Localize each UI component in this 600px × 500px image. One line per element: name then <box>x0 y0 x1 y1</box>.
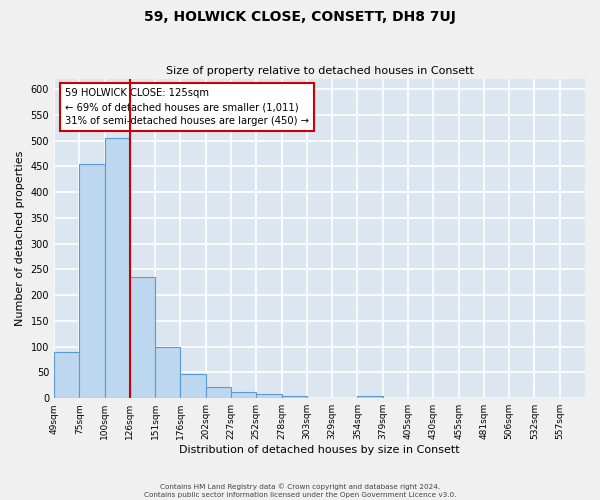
Bar <box>79 164 104 398</box>
Bar <box>358 396 383 398</box>
Title: Size of property relative to detached houses in Consett: Size of property relative to detached ho… <box>166 66 473 76</box>
Bar <box>206 387 231 398</box>
Bar <box>130 277 155 398</box>
Bar <box>104 138 130 398</box>
Bar <box>256 394 281 398</box>
Text: 59, HOLWICK CLOSE, CONSETT, DH8 7UJ: 59, HOLWICK CLOSE, CONSETT, DH8 7UJ <box>144 10 456 24</box>
Bar <box>281 396 307 398</box>
Text: Contains HM Land Registry data © Crown copyright and database right 2024.
Contai: Contains HM Land Registry data © Crown c… <box>144 483 456 498</box>
Bar <box>155 346 181 398</box>
Bar <box>181 374 206 398</box>
Y-axis label: Number of detached properties: Number of detached properties <box>15 151 25 326</box>
Text: 59 HOLWICK CLOSE: 125sqm
← 69% of detached houses are smaller (1,011)
31% of sem: 59 HOLWICK CLOSE: 125sqm ← 69% of detach… <box>65 88 308 126</box>
Bar <box>231 392 256 398</box>
Bar <box>54 352 79 398</box>
X-axis label: Distribution of detached houses by size in Consett: Distribution of detached houses by size … <box>179 445 460 455</box>
